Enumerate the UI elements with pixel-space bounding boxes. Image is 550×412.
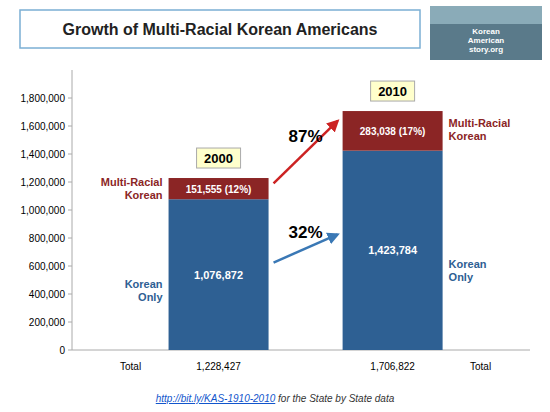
series-label-line: Multi-Racial bbox=[449, 117, 511, 129]
series-label-line: Korean bbox=[125, 189, 163, 201]
y-tick-label: 400,000 bbox=[29, 289, 66, 300]
footer: http://bit.ly/KAS-1910-2010 for the Stat… bbox=[156, 393, 395, 404]
total-word: Total bbox=[120, 361, 141, 372]
growth-arrow bbox=[274, 121, 338, 183]
series-label: KoreanOnly bbox=[125, 278, 164, 303]
data-label: 283,038 (17%) bbox=[360, 126, 426, 137]
series-label-line: Only bbox=[138, 291, 163, 303]
series-label-line: Korean bbox=[449, 258, 487, 270]
category-box bbox=[371, 81, 415, 101]
data-label: 1,076,872 bbox=[194, 269, 243, 281]
footer-url: http://bit.ly/KAS-1910-2010 bbox=[156, 393, 276, 404]
y-tick-label: 1,400,000 bbox=[21, 149, 66, 160]
y-tick bbox=[68, 210, 72, 211]
series-label: Multi-RacialKorean bbox=[449, 117, 511, 142]
logo-line: story.org bbox=[469, 45, 503, 54]
logo-text: KoreanAmericanstory.org bbox=[468, 27, 505, 54]
title-box bbox=[20, 10, 420, 48]
footer-text: for the State by State data bbox=[275, 393, 394, 404]
y-tick bbox=[68, 154, 72, 155]
category-label: 2000 bbox=[204, 151, 233, 166]
total-value: 1,706,822 bbox=[370, 361, 415, 372]
series-label-line: Only bbox=[449, 271, 474, 283]
total-value: 1,228,427 bbox=[196, 361, 241, 372]
data-label: 151,555 (12%) bbox=[186, 184, 252, 195]
series-label: KoreanOnly bbox=[449, 258, 487, 283]
bar-segment bbox=[343, 111, 443, 151]
logo-box bbox=[430, 6, 542, 60]
y-tick bbox=[68, 322, 72, 323]
series-label: Multi-RacialKorean bbox=[101, 176, 163, 201]
y-tick-label: 1,000,000 bbox=[21, 205, 66, 216]
x-axis bbox=[72, 350, 530, 351]
y-tick bbox=[68, 350, 72, 351]
data-label: 1,423,784 bbox=[368, 244, 418, 256]
series-label-line: Korean bbox=[125, 278, 163, 290]
y-tick-label: 200,000 bbox=[29, 317, 66, 328]
total-word: Total bbox=[470, 361, 491, 372]
y-tick-label: 1,200,000 bbox=[21, 177, 66, 188]
y-tick-label: 800,000 bbox=[29, 233, 66, 244]
y-tick bbox=[68, 182, 72, 183]
y-tick bbox=[68, 98, 72, 99]
y-tick bbox=[68, 238, 72, 239]
chart: Growth of Multi-Racial Korean Americans K… bbox=[0, 0, 550, 412]
y-tick-label: 1,800,000 bbox=[21, 93, 66, 104]
title: Growth of Multi-Racial Korean Americans bbox=[62, 21, 377, 38]
logo-line: American bbox=[468, 36, 505, 45]
bar-segment bbox=[169, 199, 269, 350]
y-tick bbox=[68, 126, 72, 127]
bar-segment bbox=[169, 178, 269, 199]
category-label: 2010 bbox=[378, 84, 407, 99]
growth-label: 87% bbox=[289, 127, 323, 146]
growth-label: 32% bbox=[289, 223, 323, 242]
bar-segment bbox=[343, 151, 443, 350]
y-tick-label: 600,000 bbox=[29, 261, 66, 272]
y-tick bbox=[68, 266, 72, 267]
logo-top bbox=[430, 6, 542, 24]
bars bbox=[169, 111, 443, 350]
series-label-line: Korean bbox=[449, 130, 487, 142]
category-box bbox=[197, 148, 241, 168]
logo-line: Korean bbox=[472, 27, 500, 36]
series-label-line: Multi-Racial bbox=[101, 176, 163, 188]
y-tick-label: 0 bbox=[59, 345, 65, 356]
y-tick bbox=[68, 294, 72, 295]
y-tick-label: 1,600,000 bbox=[21, 121, 66, 132]
